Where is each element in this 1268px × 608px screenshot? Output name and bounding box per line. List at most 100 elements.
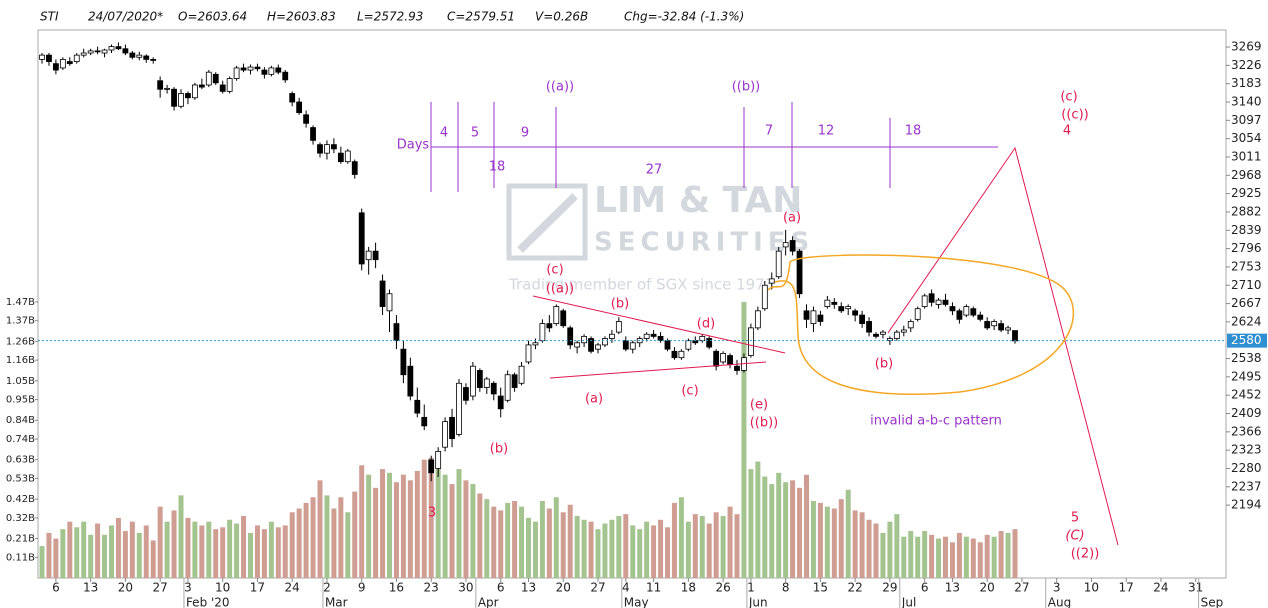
- candle-body: [282, 71, 289, 81]
- wave-label: (e): [750, 398, 768, 413]
- y-tick-label: 2495: [1231, 369, 1262, 383]
- candle-body: [198, 84, 205, 88]
- candle-body: [372, 250, 379, 261]
- candle-body: [247, 66, 254, 71]
- volume-bar: [977, 542, 983, 578]
- candle-body: [330, 144, 337, 150]
- volume-bar: [1012, 529, 1018, 578]
- candle-body: [469, 365, 476, 397]
- candle-body: [365, 250, 372, 261]
- change: Chg=-32.84 (-1.3%): [624, 10, 744, 24]
- x-tick-label: 8: [782, 581, 790, 595]
- volume-bar: [53, 538, 59, 578]
- candle-body: [887, 338, 893, 342]
- trend-line: [532, 295, 786, 354]
- candle-body: [810, 310, 817, 325]
- candle-body: [942, 299, 949, 305]
- volume-bar: [213, 529, 219, 578]
- y-tick-label: 2882: [1231, 204, 1262, 218]
- volume-bar: [185, 517, 191, 578]
- candle-body: [324, 144, 330, 154]
- watermark-text: SECURITIES: [594, 228, 814, 258]
- volume-bar: [366, 474, 372, 578]
- volume-tick-label: 0.74B: [6, 434, 35, 445]
- candle-body: [518, 365, 525, 384]
- volume-bar: [970, 538, 976, 578]
- wave-label: (c): [546, 263, 563, 278]
- volume-bar: [421, 459, 427, 578]
- y-tick-label: 3140: [1231, 95, 1262, 109]
- wave-label: ((a)): [546, 282, 574, 297]
- last-price-label: 2580: [1231, 333, 1262, 347]
- candle-body: [650, 333, 657, 337]
- wave-label: (b): [611, 297, 629, 312]
- volume-bar: [442, 474, 448, 578]
- x-tick-label: 17: [1119, 581, 1134, 595]
- volume-bar: [908, 531, 914, 578]
- candle-body: [303, 114, 310, 124]
- x-tick-label: 6: [921, 581, 929, 595]
- candle-body: [511, 374, 518, 388]
- candle-body: [581, 335, 587, 344]
- volume-bar: [539, 501, 545, 578]
- volume-bar: [623, 514, 629, 578]
- x-tick-label: 20: [980, 581, 995, 595]
- watermark-text: Trading member of SGX since 1973: [508, 276, 774, 294]
- month-label: Mar: [325, 596, 348, 608]
- candle-body: [337, 152, 344, 163]
- candle-body: [893, 331, 900, 339]
- candle-body: [490, 382, 497, 395]
- candle-body: [39, 54, 45, 60]
- candle-body: [400, 348, 407, 376]
- volume-bar: [678, 497, 684, 578]
- volume-bar: [922, 531, 928, 578]
- candle-body: [921, 295, 928, 307]
- candle-body: [817, 314, 824, 322]
- volume-tick-label: 0.63B: [6, 455, 35, 466]
- watermark-logo: [506, 183, 588, 261]
- y-tick-label: 2194: [1231, 498, 1262, 512]
- x-tick-label: 24: [1153, 581, 1168, 595]
- time-label: 4: [440, 126, 448, 141]
- candle-body: [914, 308, 921, 320]
- volume-bar: [963, 536, 969, 578]
- candle-body: [428, 459, 435, 474]
- time-label: 18: [489, 160, 506, 175]
- volume-bar: [248, 532, 253, 578]
- volume-bar: [685, 521, 691, 578]
- wave-label: (c): [681, 384, 698, 399]
- volume-bar: [254, 525, 260, 578]
- y-tick-label: 2839: [1231, 223, 1262, 237]
- volume-bar: [39, 546, 45, 578]
- volume-bar: [380, 469, 386, 578]
- volume-bar: [727, 506, 733, 578]
- candle-body: [94, 50, 101, 53]
- candle-body: [1012, 330, 1018, 342]
- watermark-logo: [517, 193, 578, 253]
- last-price-box: [1227, 333, 1267, 348]
- volume-bar: [352, 491, 358, 578]
- volume-bar: [616, 516, 622, 578]
- volume-bar: [435, 469, 441, 578]
- y-tick-label: 2237: [1231, 479, 1262, 493]
- candle-body: [53, 63, 59, 71]
- volume-bar: [887, 521, 893, 578]
- time-label: 9: [521, 126, 529, 141]
- x-tick-label: 11: [646, 581, 661, 595]
- volume-bar: [324, 495, 330, 578]
- volume-bar: [574, 516, 580, 578]
- candle-body: [268, 67, 275, 75]
- volume-bar: [241, 516, 247, 578]
- volume-bar: [95, 523, 101, 578]
- volume-bar: [658, 519, 664, 578]
- volume-bar: [706, 523, 712, 578]
- candle-body: [310, 127, 316, 141]
- candle-body: [497, 395, 504, 410]
- candle-body: [351, 161, 358, 175]
- candle-body: [727, 355, 733, 365]
- candle-body: [185, 93, 191, 99]
- volume-bar: [164, 521, 170, 578]
- candle-body: [407, 365, 414, 397]
- volume-bar: [859, 512, 865, 578]
- x-tick-label: 13: [83, 581, 98, 595]
